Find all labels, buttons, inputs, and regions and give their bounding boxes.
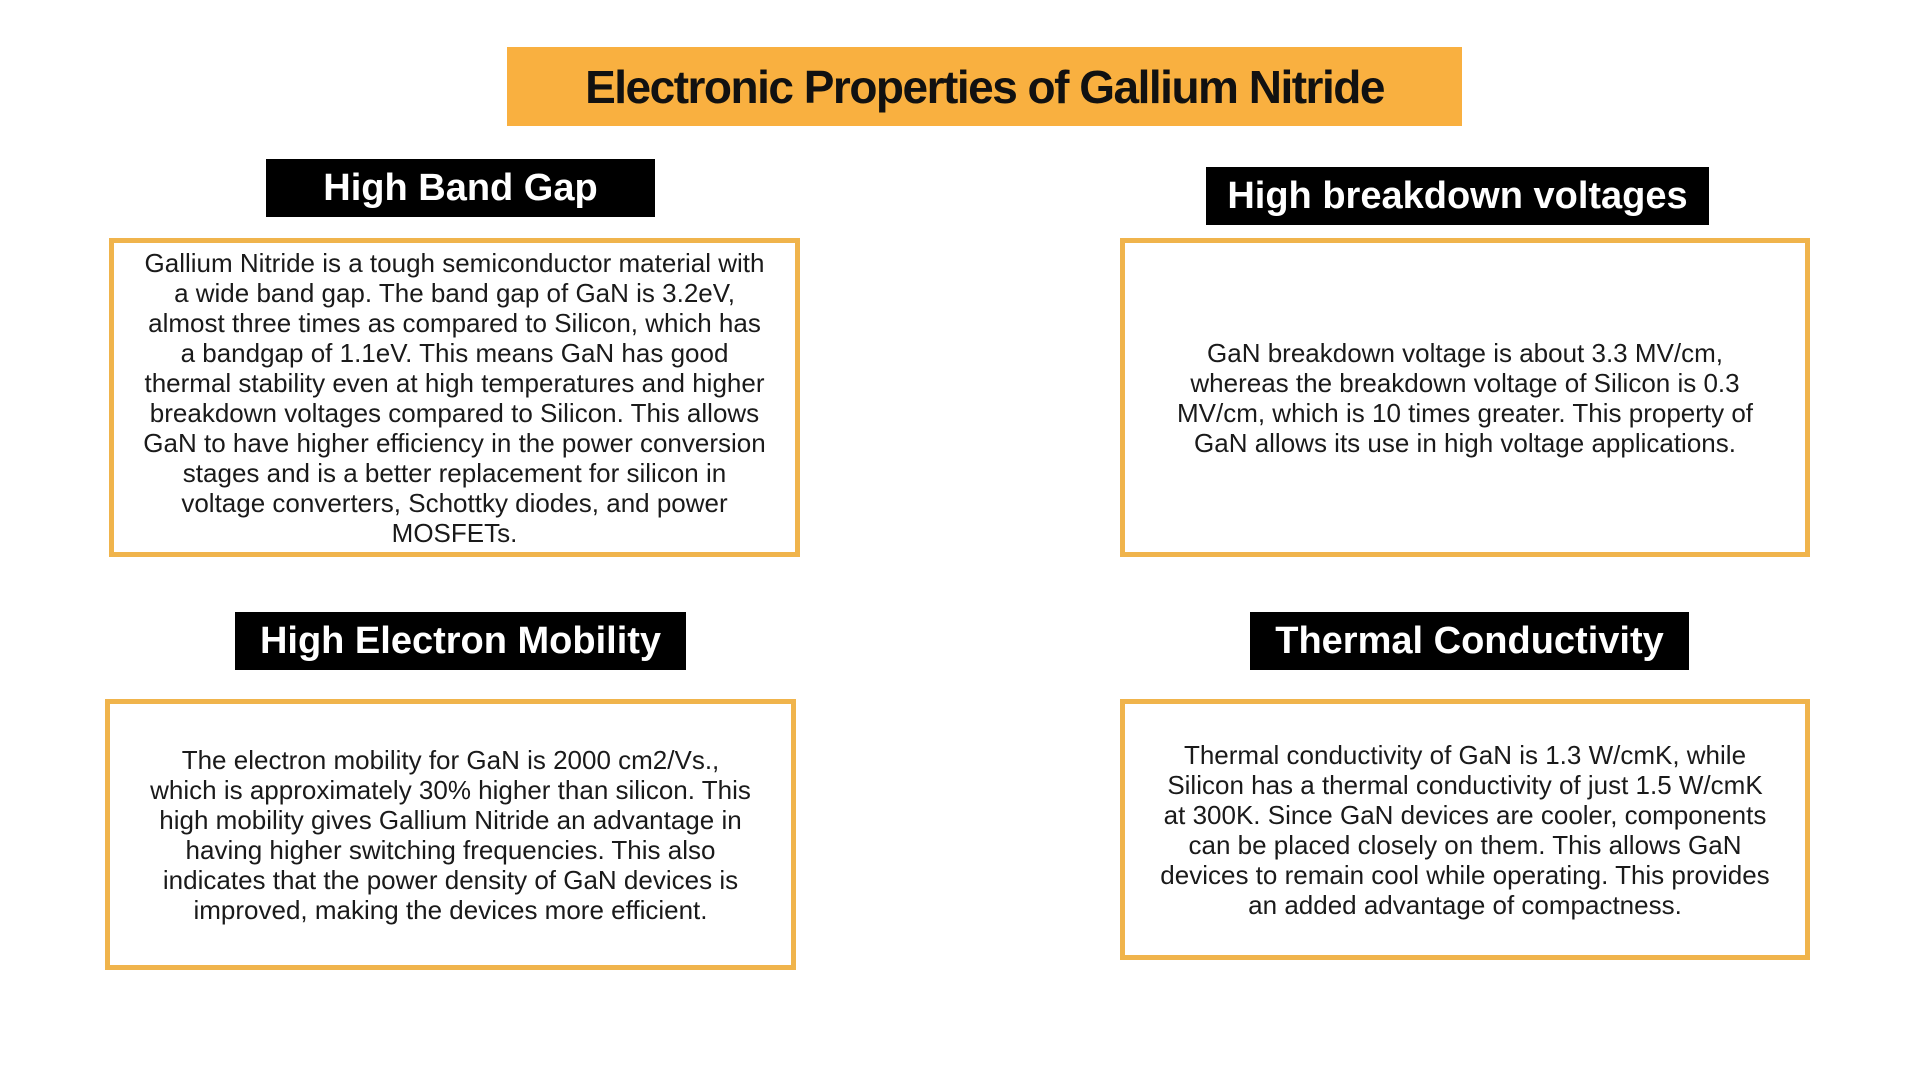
heading-high-breakdown-voltages: High breakdown voltages <box>1206 167 1709 225</box>
heading-thermal-conductivity: Thermal Conductivity <box>1250 612 1689 670</box>
section-text-high-electron-mobility: The electron mobility for GaN is 2000 cm… <box>150 744 751 925</box>
section-text-thermal-conductivity: Thermal conductivity of GaN is 1.3 W/cmK… <box>1160 739 1770 920</box>
page-title: Electronic Properties of Gallium Nitride <box>507 47 1462 126</box>
section-text-high-band-gap: Gallium Nitride is a tough semiconductor… <box>143 247 766 548</box>
section-box-high-breakdown-voltages: GaN breakdown voltage is about 3.3 MV/cm… <box>1120 238 1810 557</box>
section-box-high-electron-mobility: The electron mobility for GaN is 2000 cm… <box>105 699 796 970</box>
section-text-high-breakdown-voltages: GaN breakdown voltage is about 3.3 MV/cm… <box>1176 337 1754 458</box>
section-box-high-band-gap: Gallium Nitride is a tough semiconductor… <box>109 238 800 557</box>
section-box-thermal-conductivity: Thermal conductivity of GaN is 1.3 W/cmK… <box>1120 699 1810 960</box>
heading-high-band-gap: High Band Gap <box>266 159 655 217</box>
heading-high-electron-mobility: High Electron Mobility <box>235 612 686 670</box>
